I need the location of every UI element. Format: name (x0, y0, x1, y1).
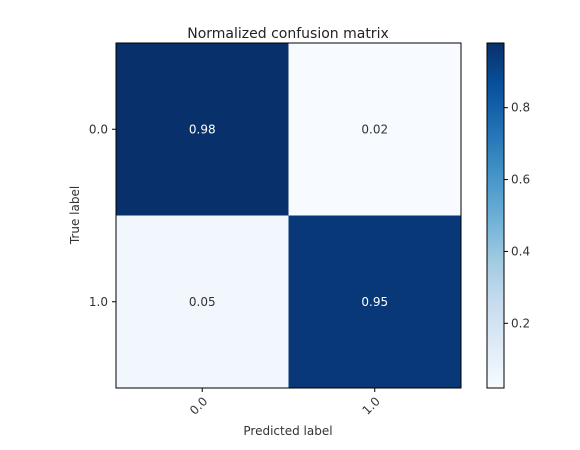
matrix-cell (116, 215, 289, 388)
cell-value-label: 0.98 (189, 122, 216, 136)
colorbar-tick-label: 0.4 (511, 244, 530, 258)
y-tick-label: 1.0 (89, 295, 108, 309)
matrix-cells: 0.98 0.02 0.05 0.95 (116, 43, 461, 388)
cell-value-label: 0.02 (361, 122, 388, 136)
x-axis-ticks: 0.0 1.0 (187, 388, 383, 418)
matrix-frame (115, 42, 462, 389)
cell-value-label: 0.05 (189, 295, 216, 309)
matrix-border (115, 42, 462, 389)
x-axis-label: Predicted label (243, 424, 332, 438)
cell-value-label: 0.95 (361, 295, 388, 309)
chart-title: Normalized confusion matrix (187, 26, 389, 42)
colorbar-gradient (487, 43, 504, 388)
colorbar-tick-label: 0.8 (511, 101, 530, 115)
colorbar-tick-label: 0.2 (511, 316, 530, 330)
x-tick-label: 0.0 (187, 394, 210, 417)
y-tick-label: 0.0 (89, 122, 108, 136)
colorbar: 0.2 0.4 0.6 0.8 (486, 42, 530, 389)
x-tick-label: 1.0 (359, 394, 382, 417)
colorbar-tick-label: 0.6 (511, 173, 530, 187)
y-axis-ticks: 0.0 1.0 (89, 122, 116, 309)
colorbar-border (486, 42, 505, 389)
matrix-cell (288, 215, 461, 388)
matrix-cell (288, 43, 461, 216)
y-axis-label: True label (68, 186, 82, 245)
matrix-cell (116, 43, 289, 216)
